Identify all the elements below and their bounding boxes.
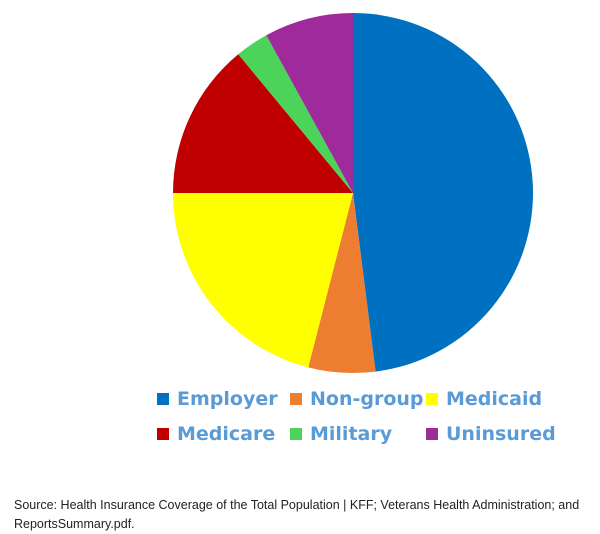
legend-label-medicare: Medicare [177, 423, 276, 445]
legend-swatch-employer [157, 393, 169, 405]
legend-swatch-medicaid [426, 393, 438, 405]
legend-label-military: Military [310, 423, 393, 445]
legend-item-medicare: Medicare [157, 423, 275, 445]
legend-item-non-group: Non-group [290, 388, 424, 410]
legend-label-non-group: Non-group [310, 388, 424, 410]
pie-slice-uninsured [266, 13, 353, 193]
legend-label-medicaid: Medicaid [446, 388, 543, 410]
source-note: Source: Health Insurance Coverage of the… [14, 498, 580, 531]
legend-swatch-uninsured [426, 428, 438, 440]
pie-slice-medicare [173, 54, 353, 193]
legend-item-medicaid: Medicaid [426, 388, 542, 410]
pie-slice-employer [353, 13, 534, 372]
legend-swatch-military [290, 428, 302, 440]
pie-chart [173, 13, 534, 374]
legend-swatch-medicare [157, 428, 169, 440]
legend-item-military: Military [290, 423, 392, 445]
pie-slice-medicaid [173, 193, 353, 368]
legend-item-uninsured: Uninsured [426, 423, 556, 445]
legend-label-uninsured: Uninsured [446, 423, 556, 445]
pie-slice-non-group [308, 193, 376, 374]
legend-item-employer: Employer [157, 388, 278, 410]
legend-swatch-non-group [290, 393, 302, 405]
pie-slice-military [238, 35, 353, 193]
legend-label-employer: Employer [177, 388, 278, 410]
